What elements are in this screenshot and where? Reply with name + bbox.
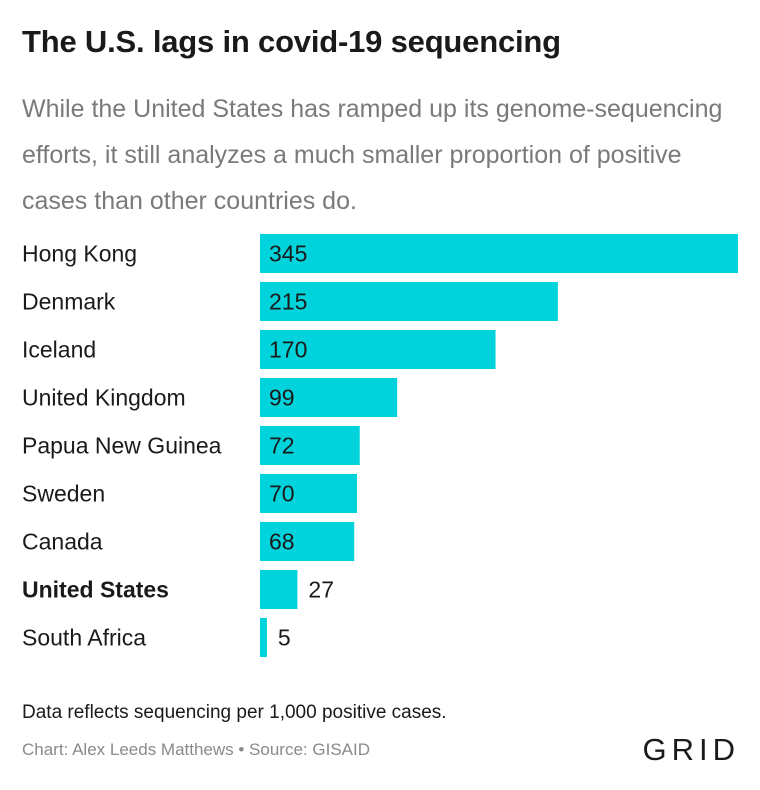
bar-sweden	[260, 474, 357, 513]
chart-title: The U.S. lags in covid-19 sequencing	[22, 24, 561, 59]
category-label-united-states: United States	[22, 577, 169, 603]
value-label-hong-kong: 345	[269, 241, 307, 267]
category-label-sweden: Sweden	[22, 481, 105, 507]
value-label-united-states: 27	[308, 577, 334, 603]
bar-denmark	[260, 282, 558, 321]
category-label-canada: Canada	[22, 529, 103, 555]
value-label-south-africa: 5	[278, 625, 291, 651]
category-label-united-kingdom: United Kingdom	[22, 385, 186, 411]
bar-canada	[260, 522, 355, 561]
bar-united-states	[260, 570, 298, 609]
bar-chart: Hong Kong 345 Denmark 215 Iceland 170 United K…	[22, 234, 738, 657]
category-label-iceland: Iceland	[22, 337, 96, 363]
value-label-canada: 68	[269, 529, 295, 555]
bar-hong-kong	[260, 234, 738, 273]
category-label-denmark: Denmark	[22, 289, 116, 315]
value-label-sweden: 70	[269, 481, 295, 507]
value-label-iceland: 170	[269, 337, 307, 363]
source-credit: Chart: Alex Leeds Matthews • Source: GIS…	[22, 740, 370, 759]
bar-iceland	[260, 330, 496, 369]
category-label-south-africa: South Africa	[22, 625, 146, 651]
value-label-united-kingdom: 99	[269, 385, 295, 411]
bar-south-africa	[260, 618, 267, 657]
value-label-denmark: 215	[269, 289, 307, 315]
bar-united-kingdom	[260, 378, 398, 417]
value-label-papua-new-guinea: 72	[269, 433, 295, 459]
chart-subtitle: While the United States has ramped up it…	[22, 95, 723, 215]
category-label-hong-kong: Hong Kong	[22, 241, 137, 267]
category-label-papua-new-guinea: Papua New Guinea	[22, 433, 222, 459]
bar-papua-new-guinea	[260, 426, 360, 465]
data-note: Data reflects sequencing per 1,000 posit…	[22, 702, 447, 723]
grid-logo: GRID	[642, 732, 740, 767]
